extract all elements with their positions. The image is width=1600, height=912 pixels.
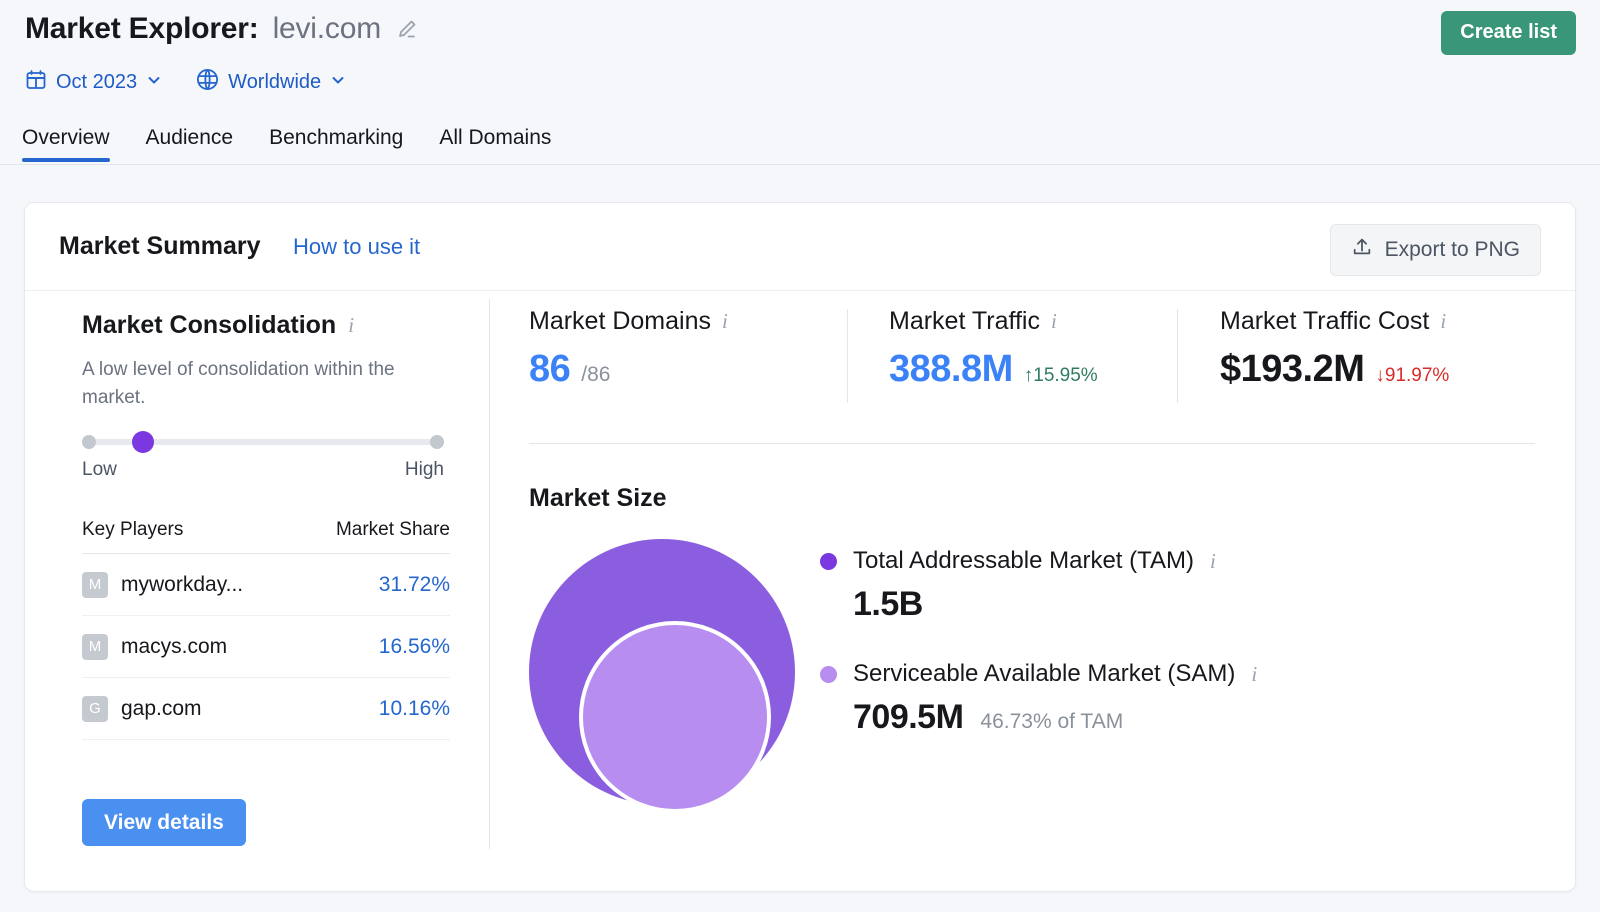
create-list-button[interactable]: Create list (1441, 11, 1576, 55)
consolidation-slider[interactable] (82, 431, 444, 453)
key-players-table: Key Players Market Share M myworkday... … (82, 519, 450, 740)
market-summary-title: Market Summary (59, 232, 261, 260)
market-consolidation-description: A low level of consolidation within the … (82, 359, 395, 408)
sam-value: 709.5M (853, 698, 964, 736)
market-size-bubble-chart (529, 537, 829, 827)
info-icon[interactable]: i (1210, 548, 1216, 573)
metric-label: Market Traffic (889, 307, 1040, 335)
sam-color-dot (820, 665, 837, 683)
slider-end-high (430, 435, 444, 449)
metric-label: Market Domains (529, 307, 711, 335)
tam-color-dot (820, 552, 837, 570)
globe-icon (196, 68, 219, 96)
key-players-col-share: Market Share (335, 519, 450, 540)
table-row[interactable]: M myworkday... 31.72% (82, 554, 450, 616)
metric-value: $193.2M (1220, 348, 1365, 390)
how-to-use-it-link[interactable]: How to use it (293, 234, 421, 259)
market-summary-card: Market Summary How to use it Export to P… (24, 202, 1576, 892)
chevron-down-icon (330, 72, 346, 93)
page-title-prefix: Market Explorer: (25, 12, 259, 45)
player-market-share[interactable]: 10.16% (378, 696, 450, 720)
tab-audience[interactable]: Audience (145, 126, 234, 149)
info-icon[interactable]: i (1251, 661, 1258, 686)
tabs-divider (0, 164, 1600, 165)
slider-labels: Low High (82, 459, 444, 481)
tam-value: 1.5B (853, 585, 923, 623)
metrics-row: Market Domains i 86 /86 Market Traffic i (529, 307, 1535, 403)
metric-delta-down: ↓91.97% (1375, 365, 1450, 386)
tab-benchmarking[interactable]: Benchmarking (269, 126, 404, 149)
market-consolidation-title: Market Consolidation (82, 311, 337, 339)
slider-low-label: Low (82, 459, 117, 480)
favicon-icon: M (82, 571, 108, 598)
player-domain: macys.com (121, 634, 228, 658)
tab-all-domains[interactable]: All Domains (439, 126, 552, 149)
player-market-share[interactable]: 31.72% (378, 572, 450, 596)
table-row[interactable]: G gap.com 10.16% (82, 678, 450, 740)
metric-label: Market Traffic Cost (1220, 307, 1430, 335)
header-filters: Oct 2023 Worldwide (25, 68, 346, 96)
export-to-png-label: Export to PNG (1384, 238, 1520, 261)
export-to-png-button[interactable]: Export to PNG (1329, 224, 1541, 276)
view-details-button[interactable]: View details (82, 799, 246, 846)
main-tabs: Overview Audience Benchmarking All Domai… (0, 126, 1600, 166)
location-filter[interactable]: Worldwide (196, 68, 346, 96)
tab-overview[interactable]: Overview (22, 126, 110, 162)
slider-end-low (82, 435, 96, 449)
info-icon[interactable]: i (1440, 309, 1447, 333)
pencil-icon[interactable] (395, 17, 419, 41)
metric-value: 388.8M (889, 348, 1013, 390)
info-icon[interactable]: i (722, 309, 728, 333)
slider-track (82, 439, 444, 445)
metric-delta-up: ↑15.95% (1023, 365, 1098, 386)
sam-label: Serviceable Available Market (SAM) (853, 660, 1236, 687)
player-market-share[interactable]: 16.56% (378, 634, 450, 658)
table-row[interactable]: M macys.com 16.56% (82, 616, 450, 678)
sam-percent-of-tam: 46.73% of TAM (980, 710, 1124, 733)
date-filter-label: Oct 2023 (56, 70, 138, 93)
column-divider (489, 299, 490, 849)
chevron-down-icon (146, 72, 162, 93)
legend-tam: Total Addressable Market (TAM) i 1.5B (820, 547, 1257, 624)
upload-icon (1351, 236, 1373, 264)
market-summary-body: Market Consolidation i A low level of co… (25, 291, 1575, 891)
metric-market-traffic-cost: Market Traffic Cost i $193.2M ↓91.97% (1177, 307, 1479, 403)
player-domain: myworkday... (121, 572, 244, 596)
metric-sub-value: /86 (581, 363, 611, 386)
market-consolidation-panel: Market Consolidation i A low level of co… (25, 291, 490, 891)
info-icon[interactable]: i (1050, 309, 1057, 333)
market-size-legend: Total Addressable Market (TAM) i 1.5B Se… (820, 547, 1257, 773)
metric-value: 86 (529, 348, 571, 390)
page-header: Market Explorer: levi.com (0, 0, 1600, 118)
sam-bubble (579, 621, 771, 813)
key-players-header-row: Key Players Market Share (82, 519, 450, 554)
market-summary-header: Market Summary How to use it Export to P… (25, 203, 1575, 291)
legend-sam: Serviceable Available Market (SAM) i 709… (820, 660, 1257, 737)
date-filter[interactable]: Oct 2023 (25, 69, 162, 96)
metrics-divider (529, 443, 1535, 444)
slider-thumb[interactable] (132, 431, 154, 453)
page-title-domain: levi.com (272, 12, 382, 45)
page-title: Market Explorer: levi.com (25, 12, 419, 46)
tam-label: Total Addressable Market (TAM) (853, 547, 1195, 574)
market-metrics-panel: Market Domains i 86 /86 Market Traffic i (490, 291, 1575, 891)
metric-market-domains: Market Domains i 86 /86 (529, 307, 847, 391)
market-size-title: Market Size (529, 484, 667, 512)
info-icon[interactable]: i (348, 313, 355, 337)
location-filter-label: Worldwide (228, 70, 322, 93)
metric-market-traffic: Market Traffic i 388.8M ↑15.95% (847, 307, 1177, 403)
calendar-icon (25, 69, 47, 96)
player-domain: gap.com (121, 696, 202, 720)
slider-high-label: High (404, 459, 444, 480)
key-players-col-name: Key Players (82, 519, 184, 540)
favicon-icon: G (82, 695, 108, 722)
favicon-icon: M (82, 633, 108, 660)
